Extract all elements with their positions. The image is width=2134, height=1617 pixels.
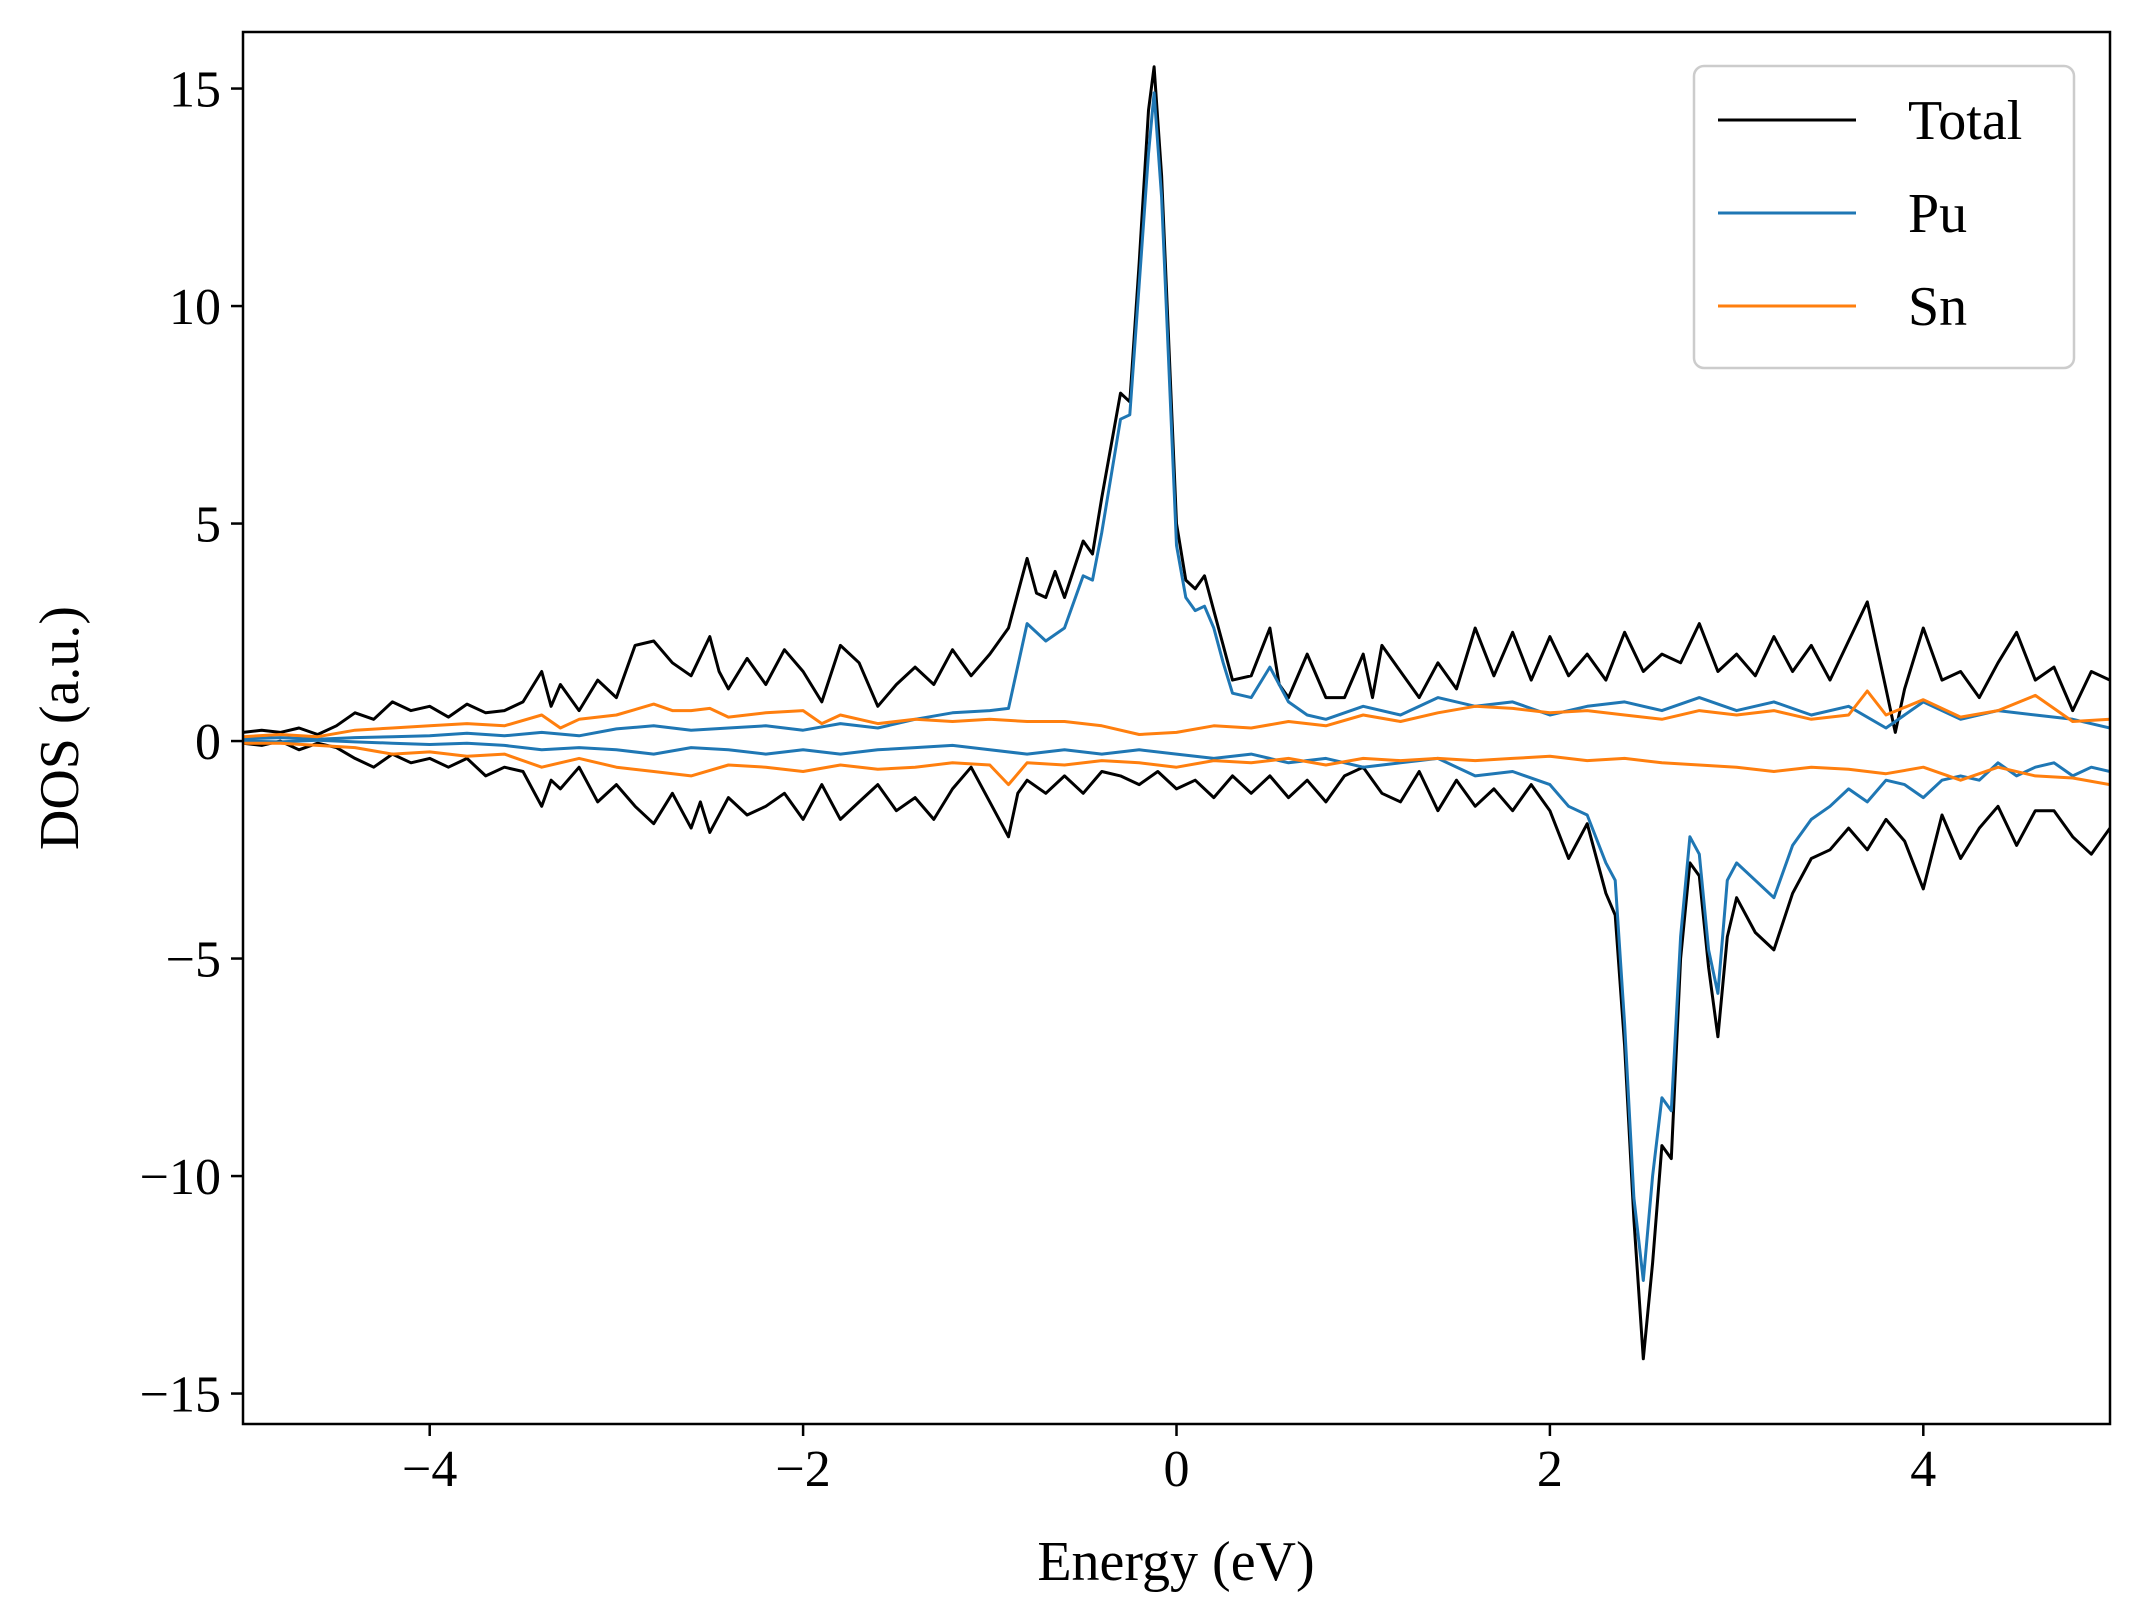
legend: Total Pu Sn — [1692, 64, 2076, 370]
y-tick-label: 15 — [169, 62, 221, 119]
x-tick-label: 0 — [1164, 1441, 1190, 1498]
y-tick-label: −15 — [140, 1367, 221, 1424]
series-line-sn-down — [243, 741, 2110, 787]
series-layer — [243, 65, 2110, 1361]
ticks-layer: −4 −2 0 2 4 15 10 5 0 −5 −10 −15 — [140, 62, 1937, 1498]
x-tick-label: 4 — [1910, 1441, 1936, 1498]
legend-label-sn: Sn — [1908, 276, 1967, 338]
y-tick-label: −5 — [166, 932, 221, 989]
y-tick-label: 5 — [195, 497, 221, 554]
series-line-pu-up — [243, 91, 2110, 741]
legend-box — [1692, 64, 2076, 370]
x-axis-label: Energy (eV) — [1037, 1531, 1314, 1593]
y-tick-label: −10 — [140, 1149, 221, 1206]
y-axis-label: DOS (a.u.) — [29, 606, 91, 850]
series-line-sn-up — [243, 689, 2110, 739]
legend-label-total: Total — [1908, 90, 2022, 152]
series-line-pu-down — [243, 738, 2110, 1282]
series-line-total-down — [243, 739, 2110, 1361]
x-tick-label: −2 — [775, 1441, 830, 1498]
y-tick-label: 0 — [195, 714, 221, 771]
legend-label-pu: Pu — [1908, 183, 1967, 245]
x-tick-label: −4 — [402, 1441, 457, 1498]
y-tick-label: 10 — [169, 279, 221, 336]
x-tick-label: 2 — [1537, 1441, 1563, 1498]
